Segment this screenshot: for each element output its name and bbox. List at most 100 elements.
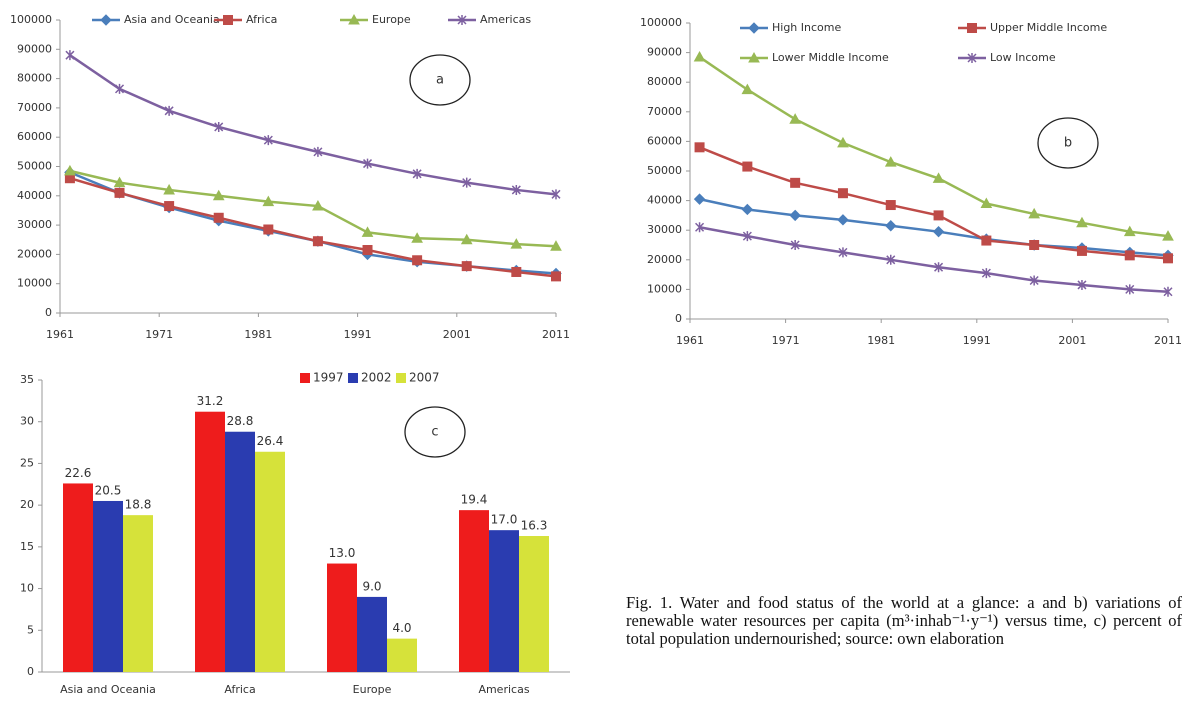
y-tick-label: 0	[45, 306, 52, 319]
value-label: 13.0	[329, 546, 356, 560]
legend-label: Africa	[246, 13, 277, 26]
marker	[164, 201, 175, 212]
marker	[932, 225, 945, 238]
marker	[212, 189, 225, 201]
marker	[100, 14, 112, 26]
bar	[327, 563, 357, 672]
caption: Fig. 1. Water and food status of the wor…	[626, 593, 1182, 648]
marker	[114, 83, 125, 94]
marker	[886, 254, 896, 265]
marker	[362, 158, 373, 169]
marker	[885, 220, 897, 232]
marker	[1125, 284, 1135, 295]
legend-swatch	[396, 373, 406, 383]
x-tick-label: 1961	[46, 328, 74, 341]
marker	[790, 177, 801, 188]
marker	[790, 240, 800, 250]
y-tick-label: 100000	[10, 13, 52, 26]
bar	[225, 431, 255, 672]
marker	[742, 161, 753, 172]
annotation: b	[1064, 136, 1072, 151]
marker	[1076, 245, 1087, 256]
legend-label: Europe	[372, 13, 411, 26]
x-tick-label: 1981	[244, 328, 272, 341]
legend-swatch	[348, 373, 358, 383]
y-tick-label: 80000	[17, 72, 52, 85]
series-line	[69, 169, 557, 248]
marker	[1029, 275, 1039, 286]
value-label: 31.2	[197, 394, 224, 408]
marker	[967, 53, 977, 63]
marker	[1123, 225, 1136, 237]
bar	[387, 638, 417, 672]
bar	[489, 530, 519, 672]
x-tick-label: 1961	[676, 334, 704, 347]
bar	[459, 510, 489, 672]
legend-label: 1997	[313, 371, 344, 385]
x-tick-label: 2001	[1058, 334, 1086, 347]
marker	[511, 184, 521, 195]
legend-label: Upper Middle Income	[990, 21, 1107, 34]
marker	[551, 189, 561, 200]
marker	[223, 15, 233, 25]
marker	[885, 200, 896, 211]
marker	[551, 271, 561, 282]
marker	[981, 235, 992, 246]
marker	[980, 197, 993, 209]
marker	[967, 23, 977, 33]
marker	[981, 268, 991, 279]
marker	[693, 193, 706, 205]
marker	[412, 255, 423, 266]
bar	[93, 500, 123, 672]
y-tick-label: 60000	[17, 130, 52, 143]
x-tick-label: Africa	[224, 683, 255, 696]
x-tick-label: 2001	[443, 328, 471, 341]
marker	[64, 164, 76, 176]
marker	[263, 224, 274, 235]
marker	[1077, 279, 1087, 290]
legend-label: Lower Middle Income	[772, 51, 889, 64]
annotation-circle	[404, 406, 466, 458]
marker	[1163, 253, 1173, 264]
value-label: 20.5	[95, 483, 122, 497]
legend-label: Americas	[480, 13, 531, 26]
y-tick-label: 90000	[17, 42, 52, 55]
marker	[163, 183, 175, 195]
x-tick-label: 1971	[772, 334, 800, 347]
marker	[457, 15, 467, 25]
marker	[361, 226, 374, 237]
marker	[934, 262, 944, 273]
y-tick-label: 20	[20, 498, 34, 511]
marker	[741, 203, 754, 216]
marker	[263, 135, 273, 146]
marker	[693, 51, 706, 62]
marker	[789, 113, 802, 124]
legend-label: High Income	[772, 21, 841, 34]
marker	[262, 195, 275, 207]
marker	[932, 172, 945, 183]
marker	[312, 200, 324, 211]
marker	[113, 176, 126, 188]
y-tick-label: 30000	[647, 223, 682, 236]
marker	[837, 214, 849, 226]
marker	[362, 245, 373, 256]
marker	[741, 83, 754, 95]
y-tick-label: 80000	[647, 75, 682, 88]
marker	[1028, 207, 1041, 219]
x-tick-label: 2011	[542, 328, 570, 341]
marker	[510, 238, 523, 249]
series-line	[69, 177, 557, 278]
marker	[742, 231, 752, 242]
y-tick-label: 20000	[17, 247, 52, 260]
value-label: 4.0	[392, 621, 411, 635]
series-line	[69, 54, 557, 196]
y-tick-label: 50000	[17, 160, 52, 173]
marker	[411, 232, 423, 243]
x-tick-label: 1991	[344, 328, 372, 341]
series-line	[699, 197, 1169, 257]
y-tick-label: 30	[20, 415, 34, 428]
value-label: 28.8	[227, 414, 254, 428]
value-label: 17.0	[491, 513, 518, 527]
